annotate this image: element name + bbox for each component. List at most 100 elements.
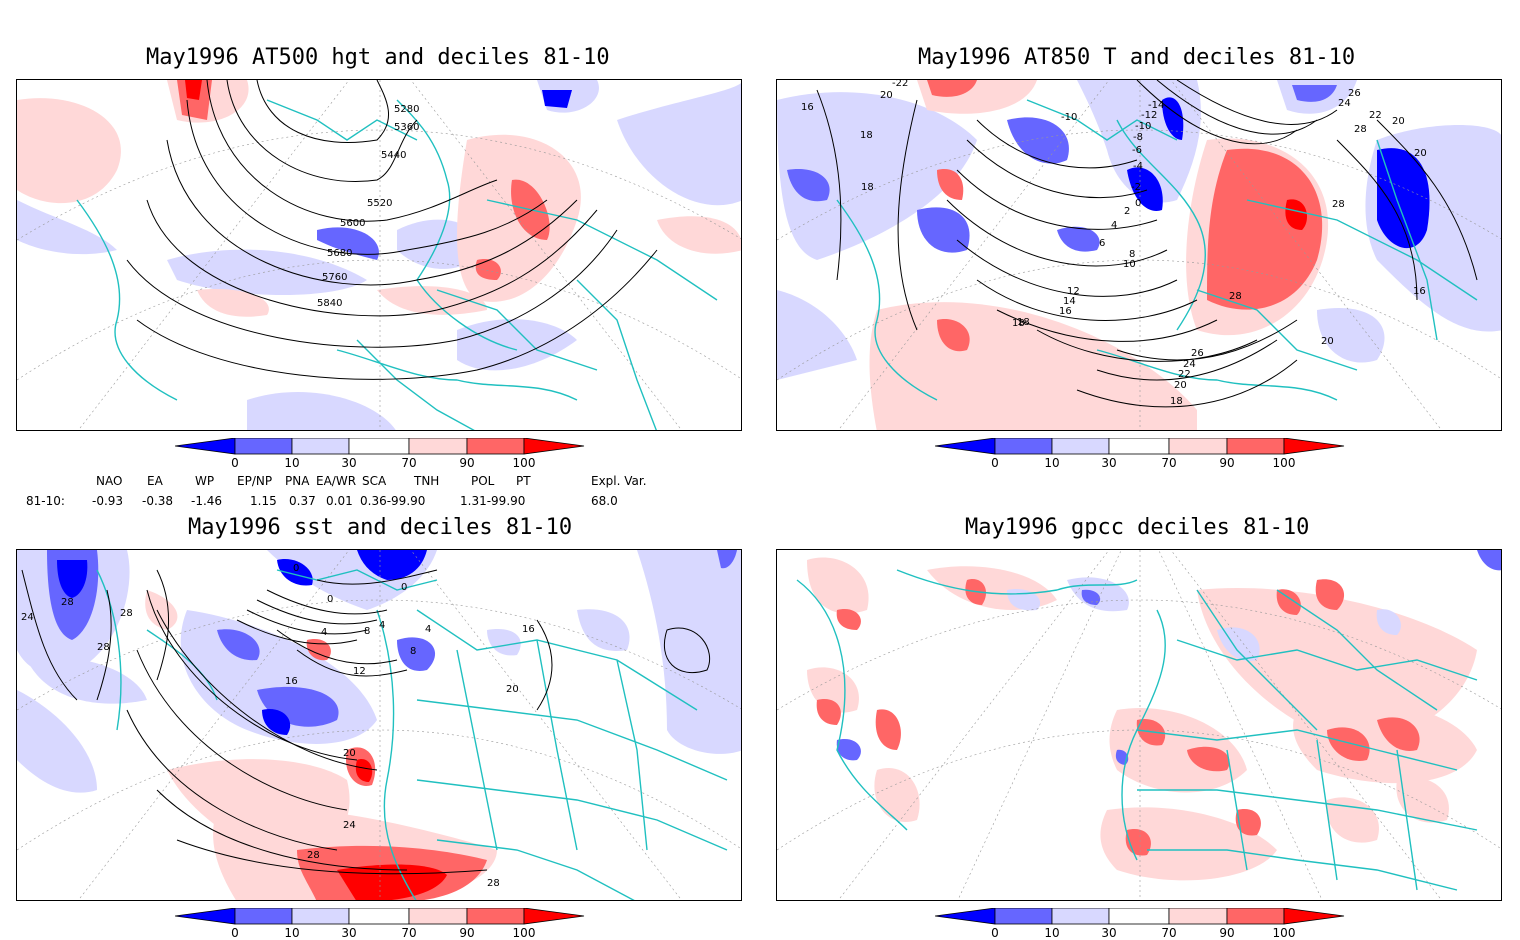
index-value: 0.01 [326, 494, 353, 508]
contour-label: 5840 [317, 298, 342, 309]
index-value: 1.15 [250, 494, 277, 508]
contour-label: 2 [1124, 206, 1130, 217]
contour-label: 0 [1135, 198, 1141, 209]
contour-label: 20 [1414, 148, 1427, 159]
contour-label: 5520 [367, 198, 392, 209]
colorbar-tick: 0 [231, 926, 239, 938]
contour-label: 20 [1174, 380, 1187, 391]
contour-label: -14 [1148, 100, 1164, 111]
index-value: 0.36-99.90 [360, 494, 426, 508]
index-value: -1.46 [191, 494, 223, 508]
index-header: EA [147, 474, 163, 488]
contour-label: -8 [1133, 132, 1143, 143]
contour-label: 18 [861, 182, 874, 193]
contour-label: 28 [307, 850, 320, 861]
index-header: EP/NP [237, 474, 273, 488]
index-header: PT [516, 474, 531, 488]
index-value: 1.31-99.90 [460, 494, 526, 508]
contour-label: -22 [892, 80, 908, 89]
contour-label: 10 [1123, 259, 1136, 270]
colorbar-tick: 30 [1101, 926, 1116, 938]
index-header: PNA [285, 474, 310, 488]
index-header: POL [471, 474, 495, 488]
contour-label: 4 [321, 627, 327, 638]
contour-label: 4 [425, 624, 431, 635]
colorbar-tick: 0 [991, 926, 999, 938]
colorbar-tick: 90 [459, 456, 474, 468]
contour-label: 20 [343, 748, 356, 759]
contour-label: 22 [1178, 369, 1191, 380]
contour-label: 28 [120, 608, 133, 619]
index-value: -0.93 [92, 494, 124, 508]
contour-label: 4 [1111, 220, 1117, 231]
map-panel-gpcc [776, 549, 1502, 901]
contour-label: -10 [1135, 121, 1151, 132]
colorbar-1: 0 10 30 70 90 100 [175, 438, 585, 468]
panel-title-hgt500: May1996 AT500 hgt and deciles 81-10 [146, 45, 610, 70]
contour-label: 20 [1392, 116, 1405, 127]
contour-label: -12 [1141, 110, 1157, 121]
contour-label: 0 [401, 582, 407, 593]
index-header: NAO [96, 474, 123, 488]
colorbar-tick: 90 [1219, 926, 1234, 938]
contour-label: -2 [1131, 182, 1141, 193]
contour-label: 18 [1170, 396, 1183, 407]
map-gpcc-svg [777, 550, 1501, 900]
colorbar-2: 0 10 30 70 90 100 [935, 438, 1345, 468]
contour-label: 4 [379, 620, 385, 631]
contour-label: 24 [1183, 359, 1196, 370]
contour-label: -6 [1132, 145, 1142, 156]
index-value: -0.38 [142, 494, 174, 508]
contour-label: 18 [860, 130, 873, 141]
contour-label: 16 [1413, 286, 1426, 297]
contour-label: 28 [1229, 291, 1242, 302]
colorbar-tick: 30 [341, 456, 356, 468]
contour-label: 16 [522, 624, 535, 635]
map-hgt500-svg: 5280 5360 5440 5520 5600 5680 5760 5840 [17, 80, 741, 430]
contour-label: 0 [327, 594, 333, 605]
contour-label: 5280 [394, 104, 419, 115]
contour-label: 28 [1354, 124, 1367, 135]
contour-label: 28 [97, 642, 110, 653]
contour-label: 12 [1067, 286, 1080, 297]
colorbar-tick: 10 [1044, 456, 1059, 468]
colorbar-tick: 70 [401, 926, 416, 938]
contour-label: 5600 [340, 218, 365, 229]
contour-label: 24 [1338, 98, 1351, 109]
map-sst-svg: 28 28 24 28 0 0 4 8 4 8 4 12 16 16 20 20… [17, 550, 741, 900]
contour-label: 24 [343, 820, 356, 831]
colorbar-tick: 10 [284, 456, 299, 468]
contour-label: 5440 [381, 150, 406, 161]
contour-label: 18 [1017, 317, 1030, 328]
contour-label: 18 [1012, 318, 1025, 329]
colorbar-tick: 90 [1219, 456, 1234, 468]
contour-label: 5680 [327, 248, 352, 259]
contour-label: 26 [1348, 88, 1361, 99]
contour-label: 26 [1191, 348, 1204, 359]
contour-label: 8 [410, 646, 416, 657]
contour-label: 16 [801, 102, 814, 113]
contour-label: -4 [1133, 161, 1143, 172]
contour-label: 20 [506, 684, 519, 695]
index-header: TNH [414, 474, 440, 488]
index-header: Expl. Var. [591, 474, 647, 488]
colorbar-tick: 30 [1101, 456, 1116, 468]
contour-label: 14 [1063, 296, 1076, 307]
contour-label: 5760 [322, 272, 347, 283]
contour-label: 20 [880, 90, 893, 101]
panel-title-gpcc: May1996 gpcc deciles 81-10 [965, 515, 1310, 540]
contour-label: 28 [1332, 199, 1345, 210]
contour-label: -10 [1061, 112, 1077, 123]
index-header: SCA [362, 474, 387, 488]
colorbar-tick: 0 [991, 456, 999, 468]
colorbar-tick: 70 [401, 456, 416, 468]
contour-label: 8 [364, 626, 370, 637]
index-header: WP [195, 474, 215, 488]
index-row-label: 81-10: [26, 494, 65, 508]
index-header: EA/WR [316, 474, 357, 488]
colorbar-tick: 30 [341, 926, 356, 938]
contour-label: 16 [1059, 306, 1072, 317]
map-panel-hgt500: 5280 5360 5440 5520 5600 5680 5760 5840 [16, 79, 742, 431]
contour-label: 24 [21, 612, 34, 623]
contour-label: 0 [293, 563, 299, 574]
